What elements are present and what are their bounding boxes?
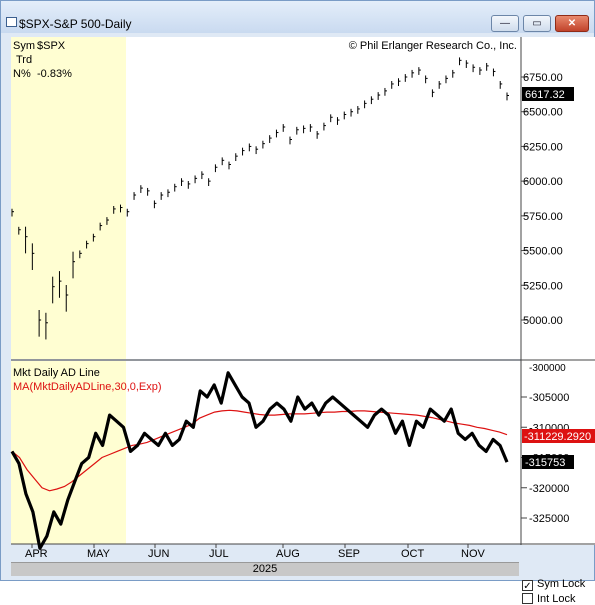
ad-title: Mkt Daily AD Line bbox=[13, 367, 100, 379]
ma-label: MA(MktDailyADLine,30,0,Exp) bbox=[13, 381, 162, 393]
month-label-apr: APR bbox=[25, 548, 48, 560]
sym-value: $SPX bbox=[37, 40, 66, 52]
chart-area[interactable]: 6750.00 6500.00 6250.00 6000.00 5750.00 5500.… bbox=[3, 33, 595, 605]
x-axis: APR MAY JUN JUL AUG SEP OCT NOV bbox=[25, 544, 486, 560]
checkbox-icon[interactable]: ✓ bbox=[522, 580, 533, 592]
month-label-jul: JUL bbox=[209, 548, 229, 560]
chart-svg[interactable]: 6750.00 6500.00 6250.00 6000.00 5750.00 5500.… bbox=[3, 33, 595, 563]
copyright-text: © Phil Erlanger Research Co., Inc. bbox=[349, 40, 517, 52]
month-label-sep: SEP bbox=[338, 548, 360, 560]
ad-tick-label-0: -305000 bbox=[529, 392, 569, 404]
pct-label: N% bbox=[13, 68, 31, 80]
price-tick-label-2: 6250.00 bbox=[523, 141, 563, 153]
sym-lock-label: Sym Lock bbox=[537, 578, 586, 590]
month-label-aug: AUG bbox=[276, 548, 300, 560]
price-tick-label-5: 5500.00 bbox=[523, 246, 563, 258]
ad-ma-line bbox=[11, 409, 508, 492]
ma-value: -311229.2920 bbox=[524, 431, 591, 443]
price-tick-label-6: 5250.00 bbox=[523, 280, 563, 292]
sym-lock-checkbox[interactable]: ✓ Sym Lock bbox=[522, 578, 586, 592]
price-tick-label-3: 6000.00 bbox=[523, 176, 563, 188]
price-bars bbox=[11, 57, 509, 340]
last-price-tag bbox=[522, 87, 574, 101]
ad-tick-label-4: -325000 bbox=[529, 513, 569, 525]
window-title: $SPX-S&P 500-Daily bbox=[19, 17, 132, 31]
close-button[interactable]: ✕ bbox=[555, 15, 589, 32]
year-bar: 2025 bbox=[11, 562, 519, 576]
restore-button[interactable]: ▭ bbox=[523, 15, 551, 32]
price-tick-label-7: 5000.00 bbox=[523, 315, 563, 327]
ad-top-tick-label: -300000 bbox=[529, 363, 566, 374]
app-icon bbox=[6, 17, 17, 27]
ad-line bbox=[10, 371, 509, 550]
last-price-value: 6617.32 bbox=[525, 89, 565, 101]
month-label-jun: JUN bbox=[148, 548, 169, 560]
checkbox-icon[interactable] bbox=[522, 593, 533, 604]
price-tick-label-4: 5750.00 bbox=[523, 211, 563, 223]
ad-last-value: -315753 bbox=[525, 457, 565, 469]
month-label-oct: OCT bbox=[401, 548, 425, 560]
month-label-nov: NOV bbox=[461, 548, 486, 560]
ad-last-tag bbox=[522, 455, 574, 469]
price-tick-label-0: 6750.00 bbox=[523, 72, 563, 84]
ad-highlight-region bbox=[11, 361, 126, 544]
trd-label: Trd bbox=[16, 54, 32, 66]
year-label: 2025 bbox=[252, 563, 278, 575]
title-bar[interactable]: $SPX-S&P 500-Daily — ▭ ✕ bbox=[1, 1, 594, 33]
x-axis-bg bbox=[11, 545, 521, 561]
minimize-button[interactable]: — bbox=[491, 15, 519, 32]
ad-tick-label-3: -320000 bbox=[529, 483, 569, 495]
int-lock-label: Int Lock bbox=[537, 593, 576, 605]
price-tick-label-1: 6500.00 bbox=[523, 107, 563, 119]
month-label-may: MAY bbox=[87, 548, 111, 560]
pct-value: -0.83% bbox=[37, 68, 72, 80]
price-y-axis: 6750.00 6500.00 6250.00 6000.00 5750.00 5500.… bbox=[521, 72, 563, 327]
int-lock-checkbox[interactable]: Int Lock bbox=[522, 593, 576, 605]
price-highlight-region bbox=[11, 37, 126, 359]
ma-value-tag bbox=[522, 429, 595, 443]
sym-label: Sym bbox=[13, 40, 35, 52]
